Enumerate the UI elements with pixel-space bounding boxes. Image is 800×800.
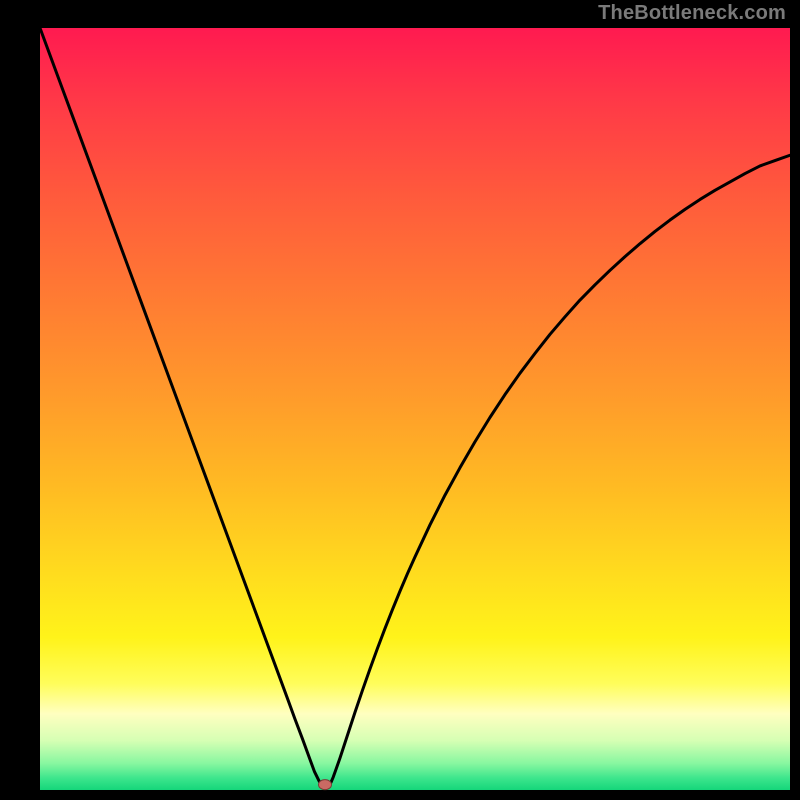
optimal-point-marker — [319, 780, 332, 790]
chart-root: TheBottleneck.com — [0, 0, 800, 800]
chart-svg — [0, 0, 800, 800]
watermark-text: TheBottleneck.com — [598, 2, 786, 25]
plot-gradient-background — [40, 28, 790, 790]
